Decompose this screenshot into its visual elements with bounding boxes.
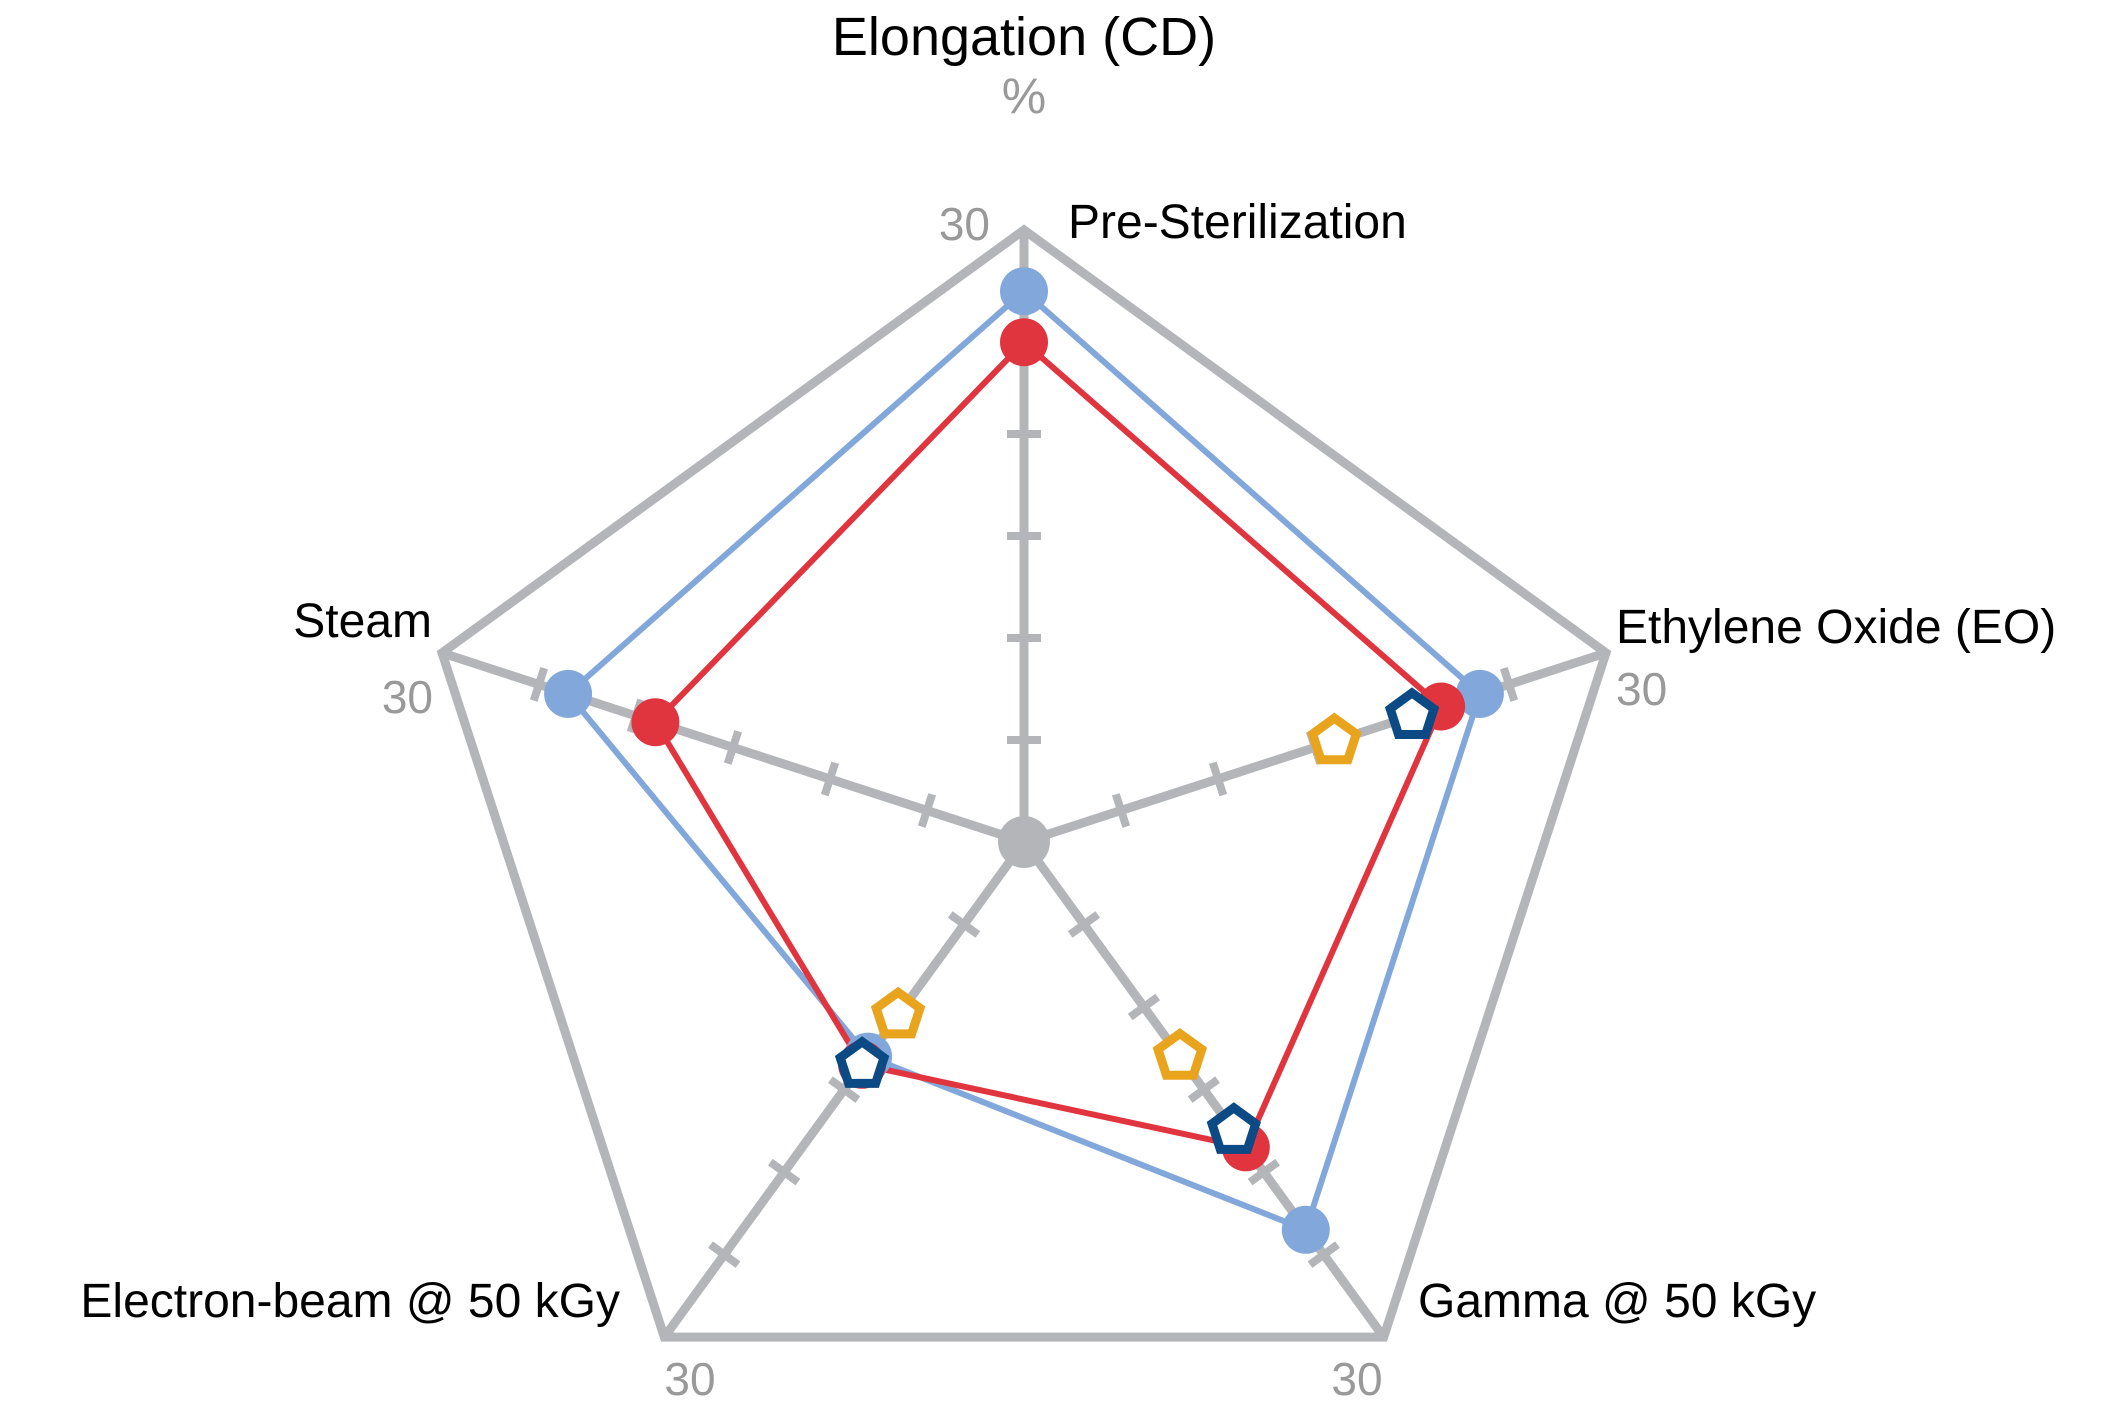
axis-max-electron-beam: 30 bbox=[664, 1353, 715, 1402]
series-4-point-ethylene-oxide-eo bbox=[1307, 712, 1362, 765]
tick-steam-15 bbox=[723, 730, 743, 765]
tick-ethylene-oxide-eo-5 bbox=[1111, 793, 1131, 828]
chart-unit: % bbox=[1002, 68, 1046, 124]
tick-ethylene-oxide-eo-25 bbox=[1499, 666, 1519, 702]
tick-electron-beam-50-kgy-15 bbox=[828, 1076, 861, 1103]
chart-title: Elongation (CD) bbox=[832, 7, 1216, 67]
series-4-markers bbox=[870, 712, 1362, 1080]
axis-label-pre-sterilization: Pre-Sterilization bbox=[1068, 196, 1407, 249]
series-2-point-pre-sterilization bbox=[1000, 318, 1048, 367]
series-3-point-gamma-50-kgy bbox=[1206, 1102, 1261, 1154]
series-3-point-ethylene-oxide-eo bbox=[1384, 687, 1440, 739]
series-1-point-gamma-50-kgy bbox=[1281, 1205, 1330, 1254]
tick-gamma-50-kgy-20 bbox=[1247, 1158, 1280, 1186]
series-2-point-steam bbox=[631, 698, 680, 747]
label-layer: Elongation (CD) % Pre-Sterilization Ethy… bbox=[80, 7, 2056, 1402]
series-4-point-gamma-50-kgy bbox=[1152, 1028, 1208, 1080]
axis-label-ethylene-oxide: Ethylene Oxide (EO) bbox=[1616, 601, 2056, 654]
series-1-point-steam bbox=[544, 669, 593, 718]
tick-steam-5 bbox=[917, 793, 937, 828]
series-layer bbox=[544, 267, 1504, 1254]
tick-electron-beam-50-kgy-25 bbox=[708, 1241, 741, 1268]
tick-gamma-50-kgy-10 bbox=[1127, 993, 1161, 1021]
axis-max-pre-sterilization: 30 bbox=[939, 198, 990, 250]
axis-max-steam: 30 bbox=[382, 671, 433, 723]
series-1-line bbox=[565, 288, 1483, 1233]
outer-frame bbox=[436, 224, 1612, 1342]
series-1-point-ethylene-oxide-eo bbox=[1455, 669, 1504, 718]
axis-label-gamma: Gamma @ 50 kGy bbox=[1418, 1275, 1816, 1328]
series-3-point-electron-beam-50-kgy bbox=[834, 1036, 890, 1088]
center-point bbox=[998, 816, 1050, 868]
series-1 bbox=[565, 288, 1483, 1233]
axis-label-electron-beam: Electron-beam @ 50 kGy bbox=[80, 1275, 620, 1328]
tick-gamma-50-kgy-5 bbox=[1067, 911, 1101, 938]
tick-gamma-50-kgy-15 bbox=[1187, 1076, 1220, 1103]
axis-max-gamma: 30 bbox=[1331, 1353, 1382, 1402]
series-2-line bbox=[652, 339, 1445, 1151]
tick-ethylene-oxide-eo-10 bbox=[1208, 761, 1228, 797]
series-3-markers bbox=[834, 687, 1440, 1154]
tick-steam-10 bbox=[820, 761, 840, 797]
tick-electron-beam-50-kgy-20 bbox=[768, 1158, 801, 1186]
tick-electron-beam-50-kgy-5 bbox=[947, 911, 981, 938]
axis-label-steam: Steam bbox=[293, 595, 432, 648]
axis-max-ethylene-oxide: 30 bbox=[1616, 663, 1667, 715]
tick-steam-25 bbox=[529, 666, 549, 702]
series-1-point-pre-sterilization bbox=[1000, 267, 1048, 316]
series-2 bbox=[652, 339, 1445, 1151]
tick-gamma-50-kgy-25 bbox=[1307, 1241, 1340, 1268]
radar-frame bbox=[436, 224, 1612, 1342]
series-4-point-electron-beam-50-kgy bbox=[870, 986, 926, 1039]
